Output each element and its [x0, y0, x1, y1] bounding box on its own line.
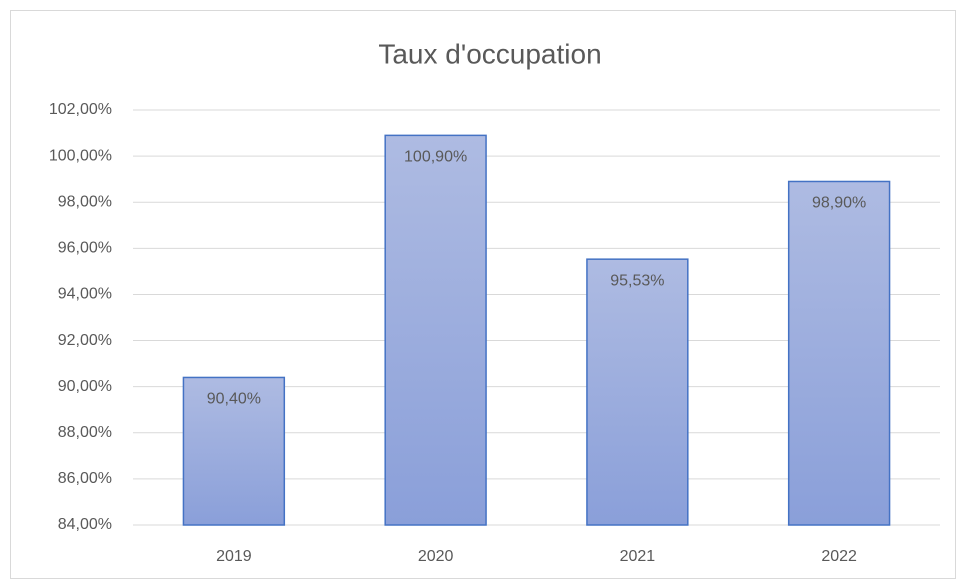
x-tick-label: 2019 [216, 548, 252, 565]
y-tick-label: 88,00% [58, 424, 112, 441]
bar [384, 134, 487, 526]
y-tick-label: 94,00% [58, 286, 112, 303]
bar [787, 180, 891, 526]
y-tick-label: 100,00% [49, 147, 112, 164]
bar [182, 376, 286, 526]
data-label: 100,90% [404, 149, 467, 166]
y-tick-label: 96,00% [58, 240, 112, 257]
chart-title: Taux d'occupation [378, 38, 601, 69]
x-tick-label: 2020 [418, 548, 454, 565]
x-tick-label: 2021 [620, 548, 656, 565]
y-tick-label: 98,00% [58, 193, 112, 210]
y-tick-label: 84,00% [58, 516, 112, 533]
x-tick-label: 2022 [821, 548, 857, 565]
bar [586, 258, 689, 526]
data-label: 95,53% [610, 272, 664, 289]
data-label: 90,40% [207, 391, 261, 408]
y-tick-label: 92,00% [58, 332, 112, 349]
y-tick-label: 86,00% [58, 470, 112, 487]
y-tick-label: 102,00% [49, 101, 112, 118]
data-label: 98,90% [812, 195, 866, 212]
y-tick-label: 90,00% [58, 378, 112, 395]
